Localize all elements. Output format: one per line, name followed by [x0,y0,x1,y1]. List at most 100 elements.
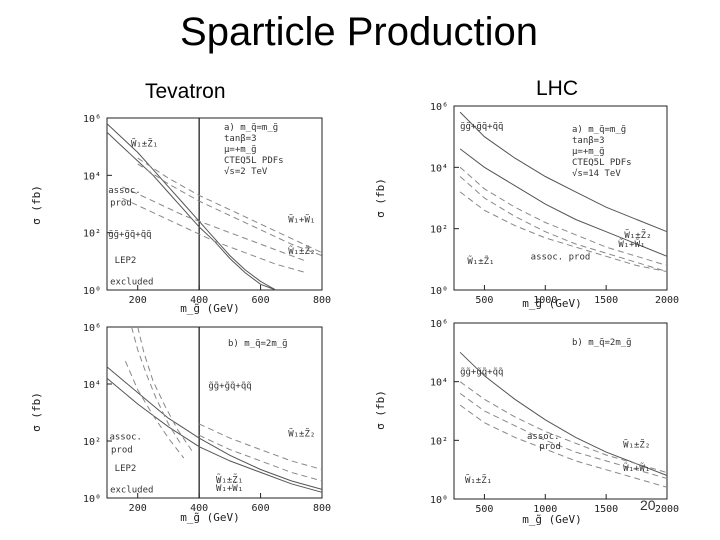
x-tick-label: 400 [190,503,208,514]
parameter-text: b) m_q̃=2m_g̃ [572,338,632,348]
plot-frame [453,105,668,291]
curve-annotation: W̃₁±Z̃₁ [465,474,492,486]
parameter-text: CTEQ5L PDFs [572,158,632,168]
curve-annotation: prod [111,445,133,455]
x-tick-label: 800 [313,503,331,514]
series-line [122,186,307,262]
y-tick-label: 10⁰ [83,494,101,505]
parameter-text: b) m_q̃=2m_g̃ [228,339,288,349]
x-tick-label: 2000 [655,295,679,306]
series-line [122,197,307,274]
curve-annotation: excluded [110,277,153,287]
series-line [131,326,182,445]
y-tick-label: 10² [83,229,101,240]
curve-annotation: g̃g̃+g̃q̃+q̃q̃ [460,367,503,377]
curve-annotation: W̃₁±Z̃₁ [467,255,494,267]
x-axis-label: m_g̃ (GeV) [180,511,240,524]
y-tick-label: 10⁰ [430,286,448,297]
y-tick-label: 10² [83,437,101,448]
curve-annotation: W̃₁+W̃₁ [623,462,650,474]
curve-annotation: W̃₁+W̃₁ [288,214,315,226]
curve-annotation: g̃g̃+g̃q̃+q̃q̃ [108,230,151,240]
x-tick-label: 200 [129,295,147,306]
series-line [459,404,668,488]
series-line [137,163,323,257]
parameter-text: μ=+m_g̃ [572,147,605,157]
parameter-text: CTEQ5L PDFs [224,156,284,166]
plot-frame [453,322,668,500]
series-line [106,123,277,291]
parameter-text: √s=14 TeV [572,168,621,179]
y-axis-label: σ (fb) [30,392,43,432]
x-tick-label: 500 [475,504,493,515]
x-tick-label: 800 [313,295,331,306]
y-tick-label: 10² [430,225,448,236]
curve-annotation: g̃g̃+g̃q̃+q̃q̃ [208,381,251,391]
series-line [137,157,323,254]
series-line [106,377,323,493]
x-axis-label: m_g̃ (GeV) [180,302,240,315]
y-axis-label: σ (fb) [374,390,387,430]
parameter-text: √s=2 TeV [224,166,268,177]
y-tick-label: 10⁰ [83,286,101,297]
series-line [459,166,668,266]
series-line [459,191,668,273]
y-axis-label: σ (fb) [374,178,387,218]
curve-annotation: excluded [110,485,153,495]
y-tick-label: 10⁶ [83,323,101,334]
parameter-text: tanβ=3 [572,136,605,146]
series-line [459,176,668,273]
lhc-column-label: LHC [536,77,579,100]
x-axis-label: m_g̃ (GeV) [522,513,582,526]
y-axis-label: σ (fb) [30,185,43,225]
x-tick-label: 200 [129,503,147,514]
curve-annotation: prod [539,442,561,452]
x-tick-label: 1000 [533,504,557,515]
x-tick-label: 500 [475,295,493,306]
parameter-text: a) m_q̃=m_g̃ [224,123,278,133]
parameter-text: a) m_q̃=m_g̃ [572,125,626,135]
x-tick-label: 400 [190,295,208,306]
curve-annotation: W̃₁±Z̃₂ [624,229,651,241]
curve-annotation: assoc. prod [531,252,591,262]
x-tick-label: 1500 [594,504,618,515]
y-tick-label: 10⁴ [83,380,101,391]
curve-annotation: g̃g̃+g̃q̃+q̃q̃ [460,122,503,132]
y-tick-label: 10⁶ [430,319,448,330]
y-tick-label: 10⁶ [430,102,448,113]
curve-annotation: W̃₁±Z̃₁ [131,138,158,150]
y-tick-label: 10² [430,436,448,447]
slide-title: Sparticle Production [180,10,538,54]
x-tick-label: 600 [252,295,270,306]
curve-annotation: W̃₁+W̃₁ [216,482,243,494]
y-tick-label: 10⁴ [430,378,448,389]
plot-frame [106,326,323,499]
page-number: 20 [640,497,656,513]
tevatron-column-label: Tevatron [145,80,226,103]
curve-annotation: assoc. [108,186,141,196]
series-line [137,326,194,453]
curve-annotation: assoc. [527,432,560,442]
y-tick-label: 10⁴ [430,163,448,174]
curve-annotation: W̃₁+W̃₁ [618,238,645,250]
curve-annotation: W̃₁±Z̃₂ [623,439,650,451]
y-tick-label: 10⁰ [430,495,448,506]
curve-annotation: LEP2 [115,464,137,474]
parameter-text: tanβ=3 [224,134,257,144]
curve-annotation: W̃₁±Z̃₂ [288,428,315,440]
series-line [198,423,323,470]
series-line [459,392,668,479]
curve-annotation: prod [110,198,132,208]
parameter-text: μ=+m_g̃ [224,145,257,155]
x-tick-label: 2000 [655,504,679,515]
x-tick-label: 1500 [594,295,618,306]
series-line [459,381,668,474]
curve-annotation: LEP2 [115,256,137,266]
x-tick-label: 600 [252,503,270,514]
y-tick-label: 10⁶ [83,114,101,125]
series-line [459,148,668,257]
curve-annotation: assoc. [109,433,142,443]
